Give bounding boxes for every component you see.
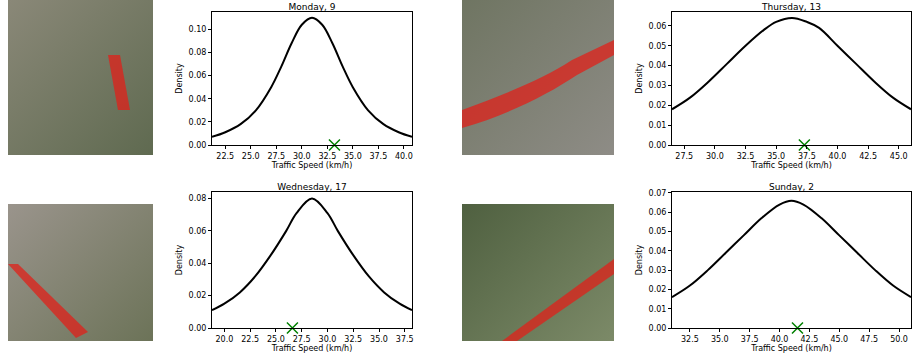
svg-text:37.5: 37.5 [369, 152, 387, 161]
svg-text:0.10: 0.10 [189, 25, 207, 34]
svg-text:0.00: 0.00 [189, 324, 207, 333]
svg-text:30.0: 30.0 [319, 335, 337, 344]
svg-text:0.00: 0.00 [649, 141, 667, 150]
svg-text:0.02: 0.02 [649, 101, 667, 110]
svg-text:32.5: 32.5 [681, 335, 699, 344]
svg-text:0.05: 0.05 [649, 227, 667, 236]
svg-text:Traffic Speed (km/h): Traffic Speed (km/h) [271, 344, 353, 353]
svg-text:40.0: 40.0 [395, 152, 413, 161]
svg-text:37.5: 37.5 [741, 335, 759, 344]
svg-text:45.0: 45.0 [890, 152, 908, 161]
svg-text:37.5: 37.5 [798, 152, 816, 161]
svg-text:22.5: 22.5 [216, 152, 234, 161]
svg-text:Density: Density [635, 63, 644, 94]
svg-text:47.5: 47.5 [860, 335, 878, 344]
svg-text:Traffic Speed (km/h): Traffic Speed (km/h) [750, 344, 832, 353]
svg-text:0.01: 0.01 [649, 305, 667, 314]
svg-text:30.0: 30.0 [293, 152, 311, 161]
svg-text:0.03: 0.03 [649, 266, 667, 275]
svg-text:Monday, 9: Monday, 9 [289, 2, 336, 12]
svg-text:40.0: 40.0 [771, 335, 789, 344]
svg-text:0.08: 0.08 [189, 194, 207, 203]
svg-text:0.07: 0.07 [649, 189, 667, 198]
svg-text:25.0: 25.0 [242, 152, 260, 161]
svg-text:0.00: 0.00 [189, 141, 207, 150]
svg-text:Traffic Speed (km/h): Traffic Speed (km/h) [271, 161, 353, 170]
svg-text:35.0: 35.0 [767, 152, 785, 161]
svg-text:40.0: 40.0 [829, 152, 847, 161]
svg-text:0.06: 0.06 [649, 208, 667, 217]
svg-text:22.5: 22.5 [241, 335, 259, 344]
svg-text:35.0: 35.0 [370, 335, 388, 344]
svg-text:Traffic Speed (km/h): Traffic Speed (km/h) [750, 161, 832, 170]
svg-text:20.0: 20.0 [215, 335, 233, 344]
svg-text:37.5: 37.5 [396, 335, 414, 344]
svg-text:0.03: 0.03 [649, 81, 667, 90]
svg-text:27.5: 27.5 [675, 152, 693, 161]
svg-text:0.00: 0.00 [649, 324, 667, 333]
svg-text:27.5: 27.5 [267, 152, 285, 161]
svg-text:32.5: 32.5 [344, 335, 362, 344]
svg-text:45.0: 45.0 [830, 335, 848, 344]
svg-text:Density: Density [175, 245, 184, 276]
svg-text:Thursday, 13: Thursday, 13 [761, 2, 821, 12]
svg-text:35.0: 35.0 [711, 335, 729, 344]
svg-text:0.02: 0.02 [189, 291, 207, 300]
svg-text:42.5: 42.5 [859, 152, 877, 161]
svg-text:0.08: 0.08 [189, 48, 207, 57]
svg-text:0.06: 0.06 [189, 227, 207, 236]
svg-text:25.0: 25.0 [267, 335, 285, 344]
svg-text:0.06: 0.06 [649, 22, 667, 31]
svg-text:0.01: 0.01 [649, 121, 667, 130]
svg-text:35.0: 35.0 [344, 152, 362, 161]
svg-text:50.0: 50.0 [890, 335, 908, 344]
svg-text:Density: Density [175, 63, 184, 94]
svg-text:32.5: 32.5 [318, 152, 336, 161]
svg-text:42.5: 42.5 [801, 335, 819, 344]
svg-text:0.06: 0.06 [189, 71, 207, 80]
svg-text:0.04: 0.04 [189, 259, 207, 268]
svg-text:27.5: 27.5 [293, 335, 311, 344]
svg-text:Sunday, 2: Sunday, 2 [769, 182, 814, 192]
svg-text:30.0: 30.0 [706, 152, 724, 161]
svg-text:Wednesday, 17: Wednesday, 17 [277, 182, 346, 192]
svg-text:0.02: 0.02 [189, 118, 207, 127]
svg-text:0.04: 0.04 [189, 95, 207, 104]
svg-text:Density: Density [635, 245, 644, 276]
svg-text:0.04: 0.04 [649, 247, 667, 256]
svg-text:0.05: 0.05 [649, 42, 667, 51]
svg-text:0.02: 0.02 [649, 285, 667, 294]
svg-text:32.5: 32.5 [737, 152, 755, 161]
svg-text:0.04: 0.04 [649, 61, 667, 70]
